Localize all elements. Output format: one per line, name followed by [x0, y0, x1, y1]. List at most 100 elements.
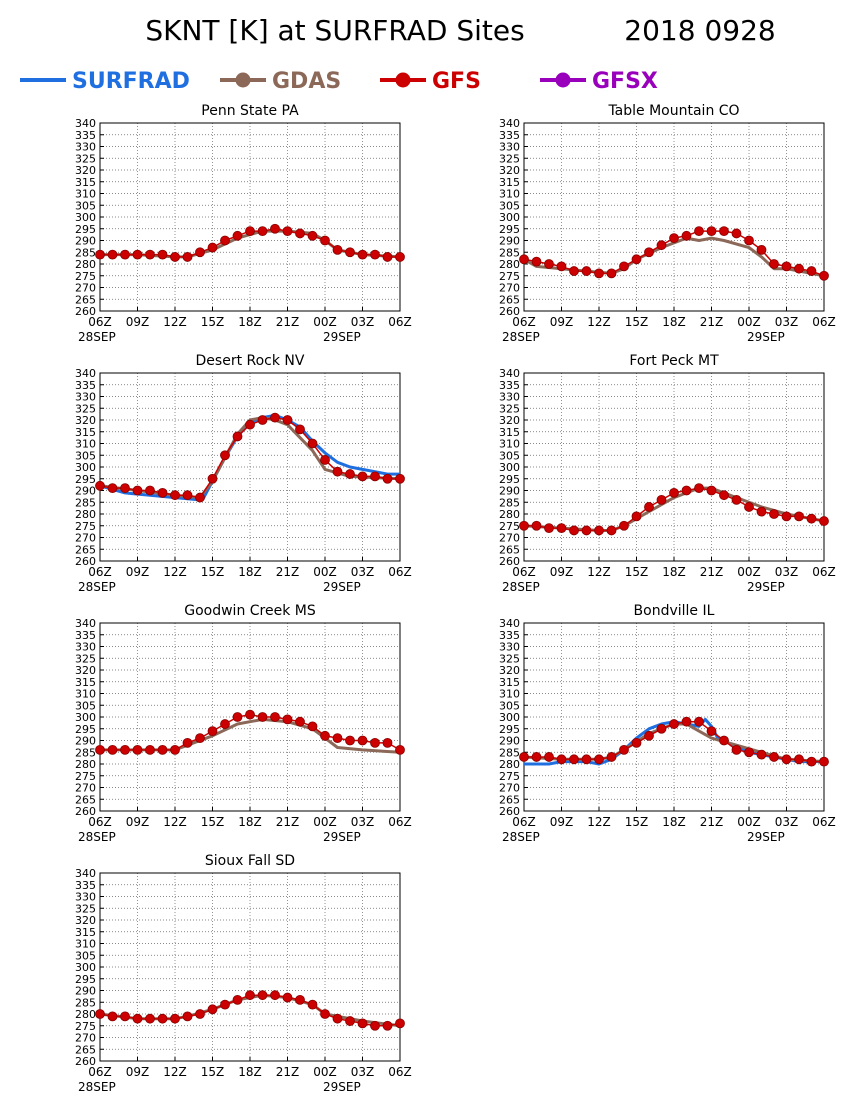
y-tick-label-table-mountain-co-8: 300	[499, 211, 520, 224]
x-tick-label-desert-rock-nv-7: 03Z	[351, 565, 375, 579]
marker-gfs-penn-state-pa-3	[132, 249, 143, 260]
y-tick-label-bondville-il-5: 285	[499, 746, 520, 759]
marker-gfs-bondville-il-22	[794, 754, 804, 765]
panel-penn-state-pa: Penn State PA 260265270275280285290295300…	[75, 103, 412, 344]
y-tick-label-bondville-il-6: 290	[499, 735, 520, 748]
marker-gfs-table-mountain-co-1	[531, 256, 542, 267]
y-tick-label-bondville-il-16: 340	[499, 617, 520, 630]
marker-gfs-table-mountain-co-22	[794, 263, 804, 274]
date-label-next-goodwin-creek-ms: 29SEP	[323, 830, 361, 844]
x-tick-label-table-mountain-co-0: 06Z	[512, 315, 536, 329]
y-tick-label-goodwin-creek-ms-9: 305	[75, 699, 96, 712]
x-tick-label-bondville-il-2: 12Z	[587, 815, 611, 829]
marker-gfs-penn-state-pa-7	[182, 252, 193, 262]
marker-gfs-bondville-il-2	[544, 752, 554, 762]
marker-gfs-sioux-fall-sd-15	[282, 992, 293, 1003]
marker-gfs-bondville-il-0	[519, 752, 529, 762]
date-label-next-desert-rock-nv: 29SEP	[323, 580, 361, 594]
x-tick-label-sioux-fall-sd-0: 06Z	[88, 1065, 112, 1079]
y-tick-label-fort-peck-mt-0: 260	[499, 555, 520, 568]
x-tick-label-penn-state-pa-5: 21Z	[276, 315, 300, 329]
y-tick-label-table-mountain-co-0: 260	[499, 305, 520, 318]
marker-gfs-desert-rock-nv-18	[320, 455, 330, 465]
y-tick-label-desert-rock-nv-11: 315	[75, 426, 96, 439]
x-tick-label-goodwin-creek-ms-4: 18Z	[238, 815, 262, 829]
y-tick-label-penn-state-pa-10: 310	[75, 188, 96, 201]
y-tick-label-penn-state-pa-11: 315	[75, 176, 96, 189]
panel-title-goodwin-creek-ms: Goodwin Creek MS	[184, 603, 316, 619]
panel-title-fort-peck-mt: Fort Peck MT	[629, 353, 719, 369]
marker-gfs-bondville-il-15	[706, 726, 717, 736]
y-tick-label-bondville-il-13: 325	[499, 652, 520, 665]
legend-marker-gfs	[395, 72, 411, 88]
date-label-start-table-mountain-co: 28SEP	[502, 330, 540, 344]
y-tick-label-goodwin-creek-ms-13: 325	[75, 652, 96, 665]
marker-gfs-sioux-fall-sd-7	[182, 1011, 193, 1022]
x-tick-label-goodwin-creek-ms-2: 12Z	[163, 815, 187, 829]
y-tick-label-bondville-il-9: 305	[499, 699, 520, 712]
marker-gfs-sioux-fall-sd-21	[357, 1018, 368, 1029]
y-tick-label-penn-state-pa-5: 285	[75, 246, 96, 259]
panel-bondville-il: Bondville IL2602652702752802852902953003…	[499, 603, 836, 844]
y-tick-label-table-mountain-co-14: 330	[499, 141, 520, 154]
y-tick-label-penn-state-pa-1: 265	[75, 293, 96, 306]
marker-gfs-sioux-fall-sd-10	[220, 999, 230, 1010]
x-tick-label-table-mountain-co-2: 12Z	[587, 315, 611, 329]
marker-gfs-penn-state-pa-10	[220, 235, 230, 246]
y-tick-label-table-mountain-co-16: 340	[499, 117, 520, 130]
y-tick-label-fort-peck-mt-10: 310	[499, 438, 520, 451]
marker-gfs-desert-rock-nv-13	[257, 415, 268, 425]
y-tick-label-goodwin-creek-ms-16: 340	[75, 617, 96, 630]
marker-gfs-table-mountain-co-16	[719, 226, 729, 237]
x-tick-label-desert-rock-nv-8: 06Z	[388, 565, 412, 579]
legend: SURFRAD GDAS GFS GFSX	[20, 69, 658, 94]
marker-gfs-table-mountain-co-9	[631, 254, 642, 265]
marker-gfs-fort-peck-mt-24	[819, 516, 829, 526]
marker-gfs-sioux-fall-sd-18	[320, 1009, 330, 1019]
y-tick-label-table-mountain-co-3: 275	[499, 270, 520, 283]
y-tick-label-table-mountain-co-5: 285	[499, 246, 520, 259]
marker-gfs-bondville-il-19	[756, 749, 767, 760]
marker-gfs-penn-state-pa-0	[95, 249, 105, 260]
marker-gfs-bondville-il-9	[631, 737, 642, 748]
y-tick-label-sioux-fall-sd-4: 280	[75, 1008, 96, 1021]
y-tick-label-penn-state-pa-3: 275	[75, 270, 96, 283]
y-tick-label-sioux-fall-sd-2: 270	[75, 1032, 96, 1045]
marker-gfs-table-mountain-co-15	[706, 226, 717, 237]
y-tick-label-desert-rock-nv-8: 300	[75, 461, 96, 474]
marker-gfs-bondville-il-11	[656, 723, 667, 734]
date-label-start-penn-state-pa: 28SEP	[78, 330, 116, 344]
marker-gfs-fort-peck-mt-16	[719, 490, 729, 501]
y-tick-label-goodwin-creek-ms-3: 275	[75, 770, 96, 783]
panel-fort-peck-mt: Fort Peck MT2602652702752802852902953003…	[499, 353, 836, 594]
x-tick-label-sioux-fall-sd-6: 00Z	[313, 1065, 337, 1079]
marker-gfs-sioux-fall-sd-3	[132, 1013, 143, 1024]
marker-gfs-bondville-il-20	[769, 752, 779, 762]
marker-gfs-penn-state-pa-15	[282, 226, 293, 237]
marker-gfs-sioux-fall-sd-20	[345, 1016, 355, 1026]
marker-gfs-table-mountain-co-14	[694, 226, 704, 237]
marker-gfs-fort-peck-mt-22	[794, 511, 804, 522]
marker-gfs-desert-rock-nv-8	[195, 492, 205, 503]
marker-gfs-desert-rock-nv-11	[232, 431, 243, 442]
marker-gfs-penn-state-pa-12	[245, 226, 255, 237]
marker-gfs-bondville-il-17	[731, 745, 742, 755]
y-tick-label-goodwin-creek-ms-1: 265	[75, 793, 96, 806]
y-tick-label-sioux-fall-sd-16: 340	[75, 867, 96, 880]
x-tick-label-sioux-fall-sd-5: 21Z	[276, 1065, 300, 1079]
marker-gfs-desert-rock-nv-6	[170, 490, 180, 501]
y-tick-label-penn-state-pa-15: 335	[75, 129, 96, 142]
y-tick-label-sioux-fall-sd-5: 285	[75, 996, 96, 1009]
marker-gfs-desert-rock-nv-4	[145, 485, 155, 496]
marker-gfs-bondville-il-18	[744, 747, 754, 758]
marker-gfs-table-mountain-co-3	[556, 261, 567, 272]
marker-gfs-fort-peck-mt-3	[556, 523, 567, 533]
marker-gfs-sioux-fall-sd-24	[395, 1018, 405, 1029]
marker-gfs-table-mountain-co-7	[606, 268, 617, 279]
marker-gfs-bondville-il-23	[806, 756, 817, 767]
x-tick-label-desert-rock-nv-5: 21Z	[276, 565, 300, 579]
marker-gfs-bondville-il-8	[619, 745, 629, 755]
y-tick-label-goodwin-creek-ms-0: 260	[75, 805, 96, 818]
marker-gfs-goodwin-creek-ms-17	[307, 721, 318, 732]
